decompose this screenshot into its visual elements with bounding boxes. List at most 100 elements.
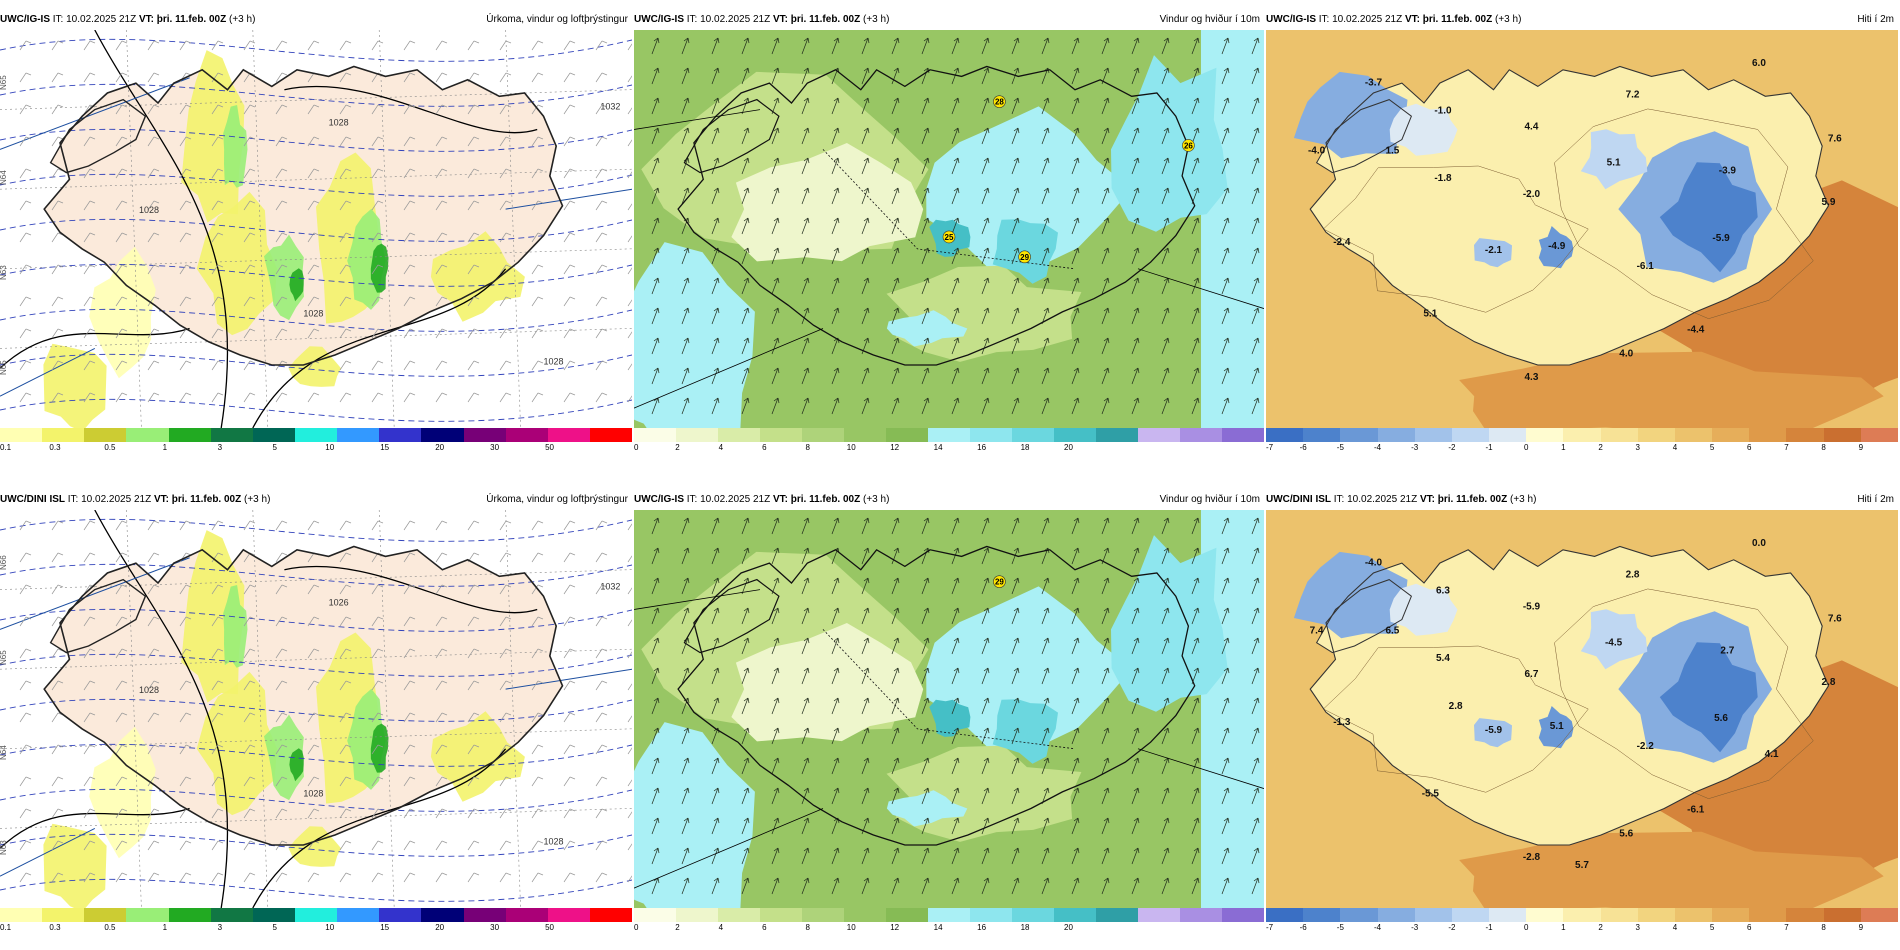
colorbar-tick-label: 8 — [805, 443, 811, 452]
colorbar-swatch — [1340, 908, 1378, 922]
colorbar-tick-label: 4 — [1672, 923, 1678, 932]
colorbar-swatch — [760, 908, 802, 922]
panel-init-time: IT: 10.02.2025 21Z — [52, 14, 137, 25]
temperature-label: 7.4 — [1310, 625, 1324, 636]
colorbar-swatch — [84, 428, 127, 442]
gust-marker — [942, 230, 956, 244]
temperature-label: -3.7 — [1365, 78, 1383, 89]
isobar-label: 1028 — [303, 789, 323, 799]
colorbar-swatch — [126, 428, 169, 442]
colorbar-swatch — [886, 428, 928, 442]
map-temp[interactable]: -4.0 0.0 6.3 2.8 7.4 6.5 -5.9 7.6 5.4 -4.5 2.7 6.7 2… — [1266, 510, 1898, 908]
colorbar — [634, 908, 1264, 922]
colorbar-tick-label: 30 — [490, 443, 500, 452]
colorbar-swatch — [42, 428, 85, 442]
colorbar-swatch — [1526, 428, 1564, 442]
colorbar-tick-label: 3 — [1635, 443, 1640, 452]
colorbar-tick-label: 10 — [846, 923, 856, 932]
colorbar-tick-label: 3 — [217, 443, 223, 452]
temperature-label: -2.4 — [1333, 237, 1351, 248]
colorbar-tick-label: 15 — [380, 923, 390, 932]
temperature-label: -1.0 — [1434, 106, 1452, 117]
colorbar-swatch — [1180, 428, 1222, 442]
colorbar-swatch — [1823, 908, 1861, 922]
colorbar-swatch — [1674, 908, 1713, 922]
colorbar-swatch — [1563, 908, 1601, 922]
latitude-label: N66 — [0, 555, 8, 570]
temperature-label: 6.3 — [1436, 586, 1450, 597]
colorbar-swatch — [1451, 908, 1490, 922]
colorbar-tick-label: 5 — [1709, 923, 1715, 932]
gust-label: 29 — [1020, 253, 1029, 262]
colorbar-swatch — [1637, 908, 1675, 922]
temperature-label: -4.0 — [1308, 145, 1326, 156]
colorbar-swatch — [1266, 428, 1304, 442]
colorbar-swatch — [1377, 908, 1415, 922]
temperature-label: -6.1 — [1637, 261, 1655, 272]
panel-valid-label: VT: — [153, 494, 169, 505]
colorbar-tick-label: -7 — [1266, 443, 1274, 452]
colorbar-swatch — [421, 428, 464, 442]
panel-title: Hiti í 2m — [1857, 14, 1894, 25]
colorbar-swatch — [1377, 428, 1415, 442]
colorbar-swatch — [126, 908, 169, 922]
colorbar-tick-label: -2 — [1448, 443, 1456, 452]
panel-offset: (+3 h) — [1495, 14, 1522, 25]
colorbar-swatch — [1526, 908, 1564, 922]
panel-valid-label: VT: — [138, 14, 154, 25]
colorbar-tick-label: 12 — [890, 923, 900, 932]
colorbar-swatch — [505, 908, 548, 922]
colorbar-swatch — [252, 428, 295, 442]
gust-marker — [1018, 250, 1031, 264]
colorbar — [1266, 428, 1898, 442]
isobar-label: 1028 — [544, 356, 564, 366]
map-wind[interactable]: 29 — [634, 510, 1264, 908]
panel-init-time: IT: 10.02.2025 21Z — [1333, 494, 1418, 505]
colorbar-labels: 0 2 4 6 8 10 12 14 16 18 20 — [634, 442, 1264, 454]
colorbar-tick-label: 15 — [380, 443, 390, 452]
colorbar-swatch — [1786, 428, 1824, 442]
panel-init-time: IT: 10.02.2025 21Z — [686, 494, 771, 505]
colorbar-swatch — [294, 428, 338, 442]
colorbar-swatch — [1489, 908, 1527, 922]
colorbar-tick-label: 0 — [1524, 443, 1529, 452]
colorbar-tick-label: 20 — [435, 923, 445, 932]
map-wind[interactable]: 28 26 25 29 — [634, 30, 1264, 428]
colorbar-swatch — [718, 908, 760, 922]
panel-header: UWC/IG-IS IT: 10.02.2025 21Z VT: þri. 11… — [0, 12, 632, 28]
panel-header: UWC/IG-IS IT: 10.02.2025 21Z VT: þri. 11… — [1266, 12, 1898, 28]
colorbar-swatch — [802, 428, 844, 442]
colorbar-swatch — [1138, 428, 1180, 442]
colorbar-swatch — [1749, 428, 1787, 442]
panel-valid-label: VT: — [1404, 14, 1420, 25]
latitude-label: N65 — [0, 650, 8, 665]
colorbar-swatch — [1600, 908, 1638, 922]
map-precip[interactable]: 1028 1028 1028 1028 1032 N65 N64 N63 N65 — [0, 30, 632, 428]
latitude-label: N64 — [0, 170, 8, 185]
colorbar-swatch — [168, 908, 211, 922]
colorbar-tick-label: 8 — [1821, 923, 1826, 932]
temperature-label: 5.9 — [1822, 197, 1836, 208]
map-precip[interactable]: 1026 1028 1028 1028 1032 N66 N65 N64 N63 — [0, 510, 632, 908]
isobar-label: 1028 — [139, 685, 159, 695]
colorbar-swatch — [1451, 428, 1490, 442]
map-canvas: -4.0 0.0 6.3 2.8 7.4 6.5 -5.9 7.6 5.4 -4.5 2.7 6.7 2… — [1266, 510, 1898, 908]
map-temp[interactable]: -3.7 6.0 -1.0 7.2 -4.0 1.5 4.4 7.6 -1.8 5.1 -3.9 -2… — [1266, 30, 1898, 428]
colorbar-tick-label: 16 — [977, 923, 987, 932]
colorbar-tick-label: 1 — [162, 923, 168, 932]
colorbar-swatch — [0, 428, 43, 442]
panel-offset: (+3 h) — [863, 14, 890, 25]
colorbar-swatch — [1340, 428, 1378, 442]
map-canvas: 28 26 25 29 — [634, 30, 1264, 428]
colorbar-swatch — [421, 908, 464, 922]
panel-title: Vindur og hviður í 10m — [1159, 14, 1260, 25]
colorbar-tick-label: 9 — [1858, 443, 1864, 452]
colorbar-swatch — [802, 908, 844, 922]
panel-valid-time: þri. 11.feb. 00Z — [1437, 494, 1508, 505]
colorbar — [0, 428, 633, 442]
colorbar-swatch — [1266, 908, 1304, 922]
temperature-label: 4.1 — [1765, 749, 1779, 760]
temperature-label: 4.4 — [1524, 122, 1538, 133]
panel-header: UWC/IG-IS IT: 10.02.2025 21Z VT: þri. 11… — [634, 12, 1264, 28]
gust-marker — [1182, 139, 1195, 152]
